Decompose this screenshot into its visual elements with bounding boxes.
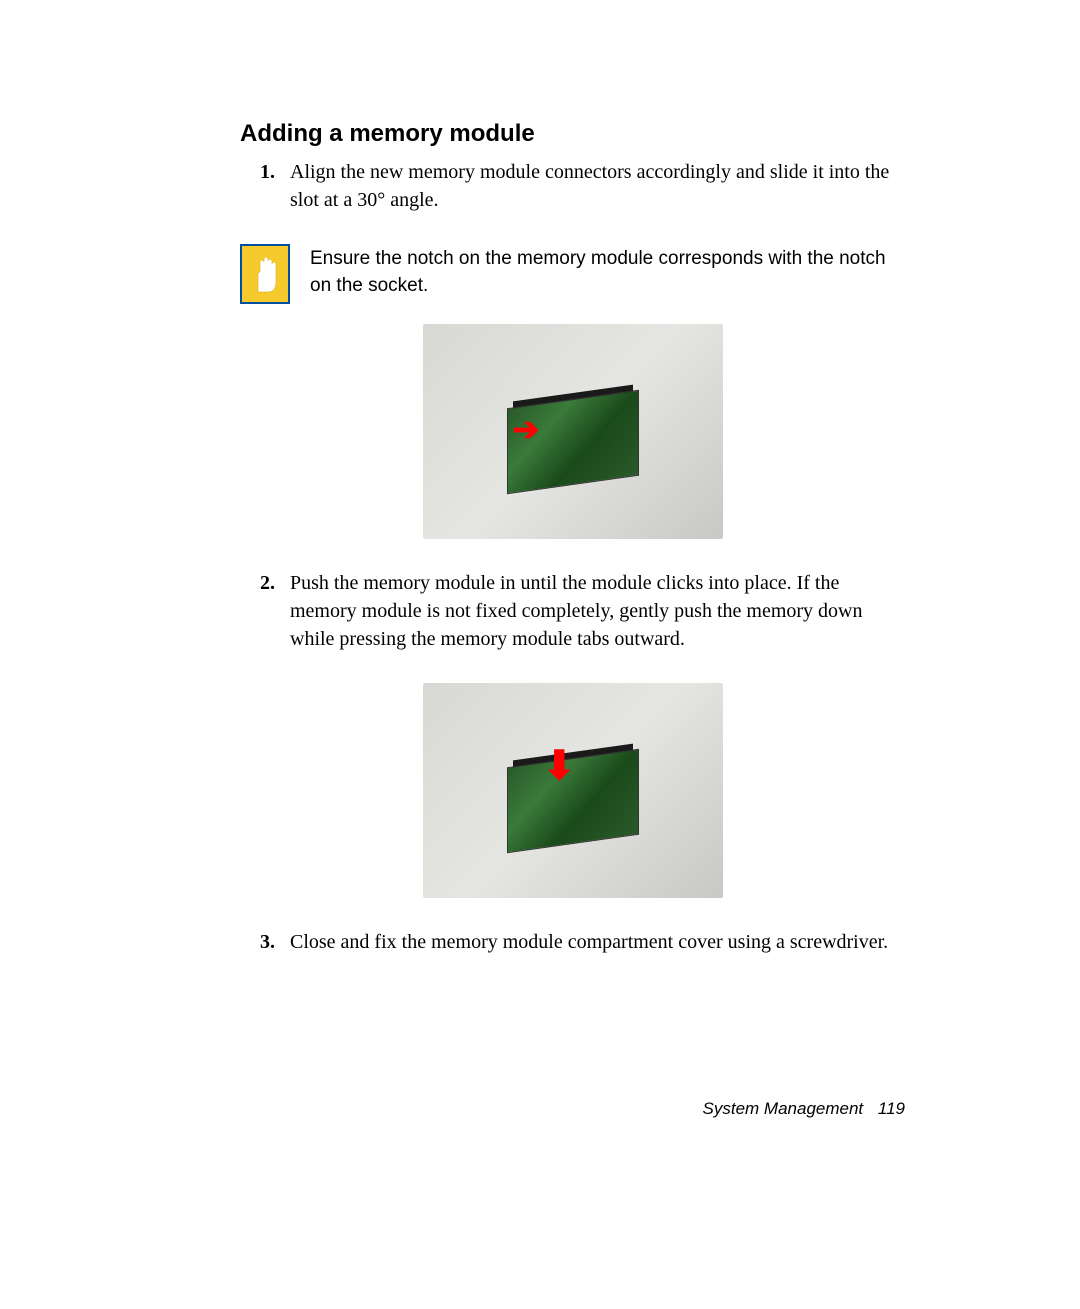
arrow-down-icon: ⬇: [543, 743, 577, 789]
note-text: Ensure the notch on the memory module co…: [310, 244, 905, 299]
step-list: 2. Push the memory module in until the m…: [260, 569, 905, 653]
step-text: Align the new memory module connectors a…: [290, 158, 905, 214]
figure-memory-push-down: ⬇: [423, 683, 723, 898]
section-heading: Adding a memory module: [240, 120, 905, 148]
page-footer: System Management 119: [703, 1099, 905, 1119]
note-row: Ensure the notch on the memory module co…: [240, 244, 905, 304]
step-text: Close and fix the memory module compartm…: [290, 928, 905, 956]
step-list: 1. Align the new memory module connector…: [260, 158, 905, 214]
step-number: 2.: [260, 569, 290, 653]
step-item-3: 3. Close and fix the memory module compa…: [260, 928, 905, 956]
footer-section: System Management: [703, 1099, 864, 1118]
step-number: 1.: [260, 158, 290, 214]
step-item-2: 2. Push the memory module in until the m…: [260, 569, 905, 653]
step-number: 3.: [260, 928, 290, 956]
step-text: Push the memory module in until the modu…: [290, 569, 905, 653]
step-list: 3. Close and fix the memory module compa…: [260, 928, 905, 956]
arrow-right-icon: ➔: [513, 410, 540, 448]
footer-page-number: 119: [878, 1099, 905, 1118]
step-item-1: 1. Align the new memory module connector…: [260, 158, 905, 214]
figure-memory-insert-angle: ➔: [423, 324, 723, 539]
caution-hand-icon: [240, 244, 290, 304]
